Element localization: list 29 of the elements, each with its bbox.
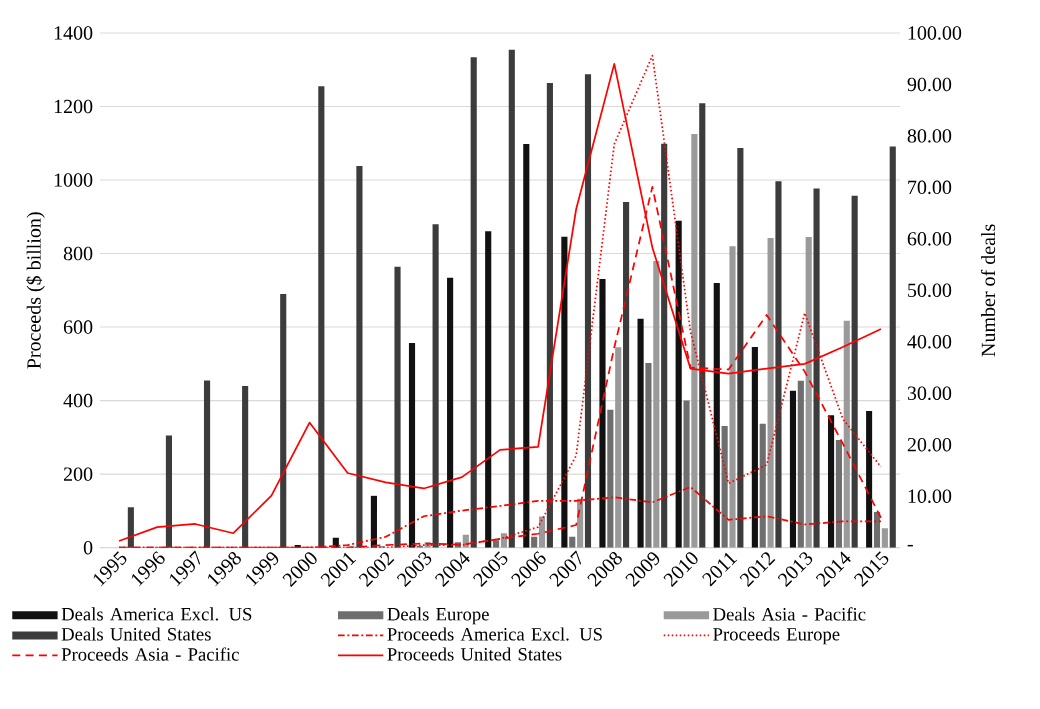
y2-tick-label: 70.00: [908, 180, 952, 195]
y2-tick-label: 10.00: [908, 489, 952, 503]
legend-label: Deals Europe: [387, 607, 489, 625]
y-axis-title: Proceeds ($ billion): [26, 212, 45, 369]
y-tick-label: 600: [63, 320, 93, 334]
y2-tick-label: 20.00: [907, 437, 952, 452]
y-tick-label: 800: [63, 246, 93, 261]
y-tick-label: 1400: [54, 26, 93, 40]
y-tick-label: 0: [83, 540, 93, 555]
y-tick-label: 1000: [54, 173, 93, 187]
y2-tick-label: 100.00: [908, 26, 962, 40]
legend-label: Proceeds America Excl. US: [387, 627, 602, 641]
legend-label: Deals Asia - Pacific: [713, 607, 866, 621]
legend-label: Deals United States: [61, 627, 211, 641]
y2-tick-label: 40.00: [907, 334, 952, 349]
y2-tick-label: 30.00: [907, 386, 952, 401]
y2-axis-title: Number of deals: [980, 224, 996, 357]
y2-tick-label: 90.00: [907, 77, 952, 92]
y-tick-label: 1200: [54, 99, 93, 114]
legend-label: Deals America Excl. US: [61, 607, 252, 621]
y-tick-label: 200: [63, 467, 93, 481]
y2-tick-label: -: [907, 544, 913, 547]
legend-label: Proceeds United States: [387, 647, 562, 661]
y2-tick-label: 80.00: [907, 129, 952, 143]
y2-tick-label: 50.00: [908, 283, 952, 298]
y-tick-label: 400: [63, 393, 93, 408]
legend-label: Proceeds Europe: [713, 627, 840, 645]
legend-label: Proceeds Asia - Pacific: [61, 647, 239, 661]
y2-tick-label: 60.00: [907, 232, 952, 246]
